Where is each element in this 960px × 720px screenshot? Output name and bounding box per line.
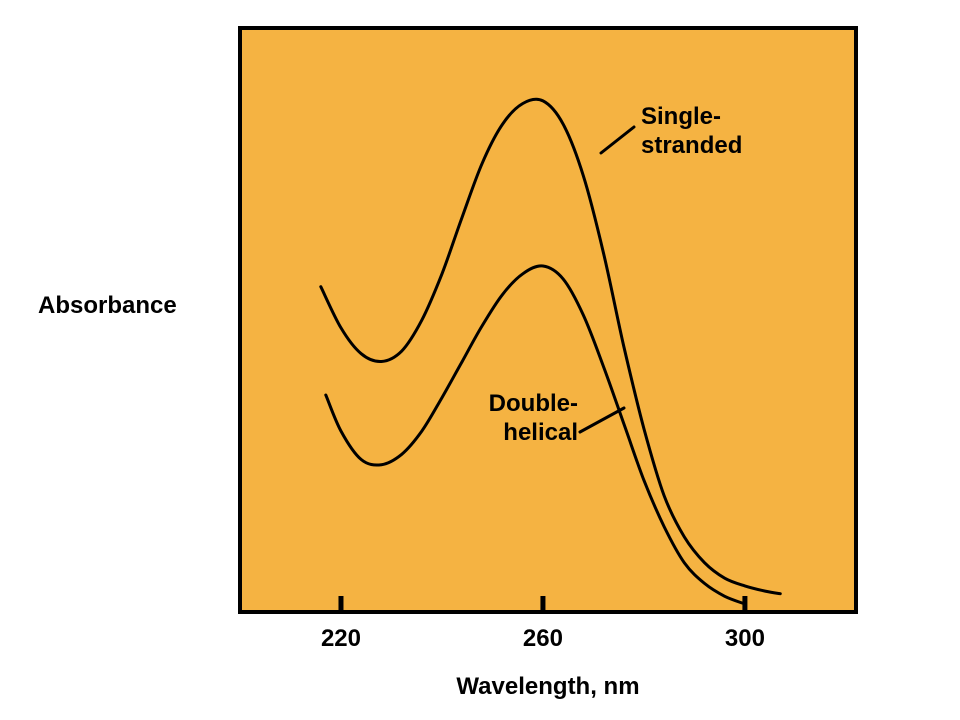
plot-frame (238, 26, 858, 614)
leader-line-double-helical (578, 406, 626, 434)
series-line-single-stranded (319, 97, 782, 596)
y-axis-label: Absorbance (38, 292, 177, 319)
plot-area (240, 28, 856, 612)
tick-layer: 220 260 300 (321, 596, 765, 652)
series-label-layer: Single-stranded Double-helical (489, 103, 743, 446)
x-tick-label-260: 260 (523, 625, 563, 652)
x-tick-label-220: 220 (321, 625, 361, 652)
series-label-line: Double- (489, 390, 578, 417)
series-label-single-stranded: Single-stranded (641, 103, 742, 159)
series-layer (319, 97, 782, 606)
series-line-double-helical (324, 264, 747, 606)
leader-line-single-stranded (599, 125, 636, 155)
x-axis-label: Wavelength, nm (456, 673, 639, 700)
series-label-line: Single- (641, 103, 721, 130)
x-tick-label-300: 300 (725, 625, 765, 652)
series-label-line: stranded (641, 132, 742, 159)
series-label-line: helical (503, 419, 578, 446)
series-label-double-helical: Double-helical (489, 390, 578, 446)
